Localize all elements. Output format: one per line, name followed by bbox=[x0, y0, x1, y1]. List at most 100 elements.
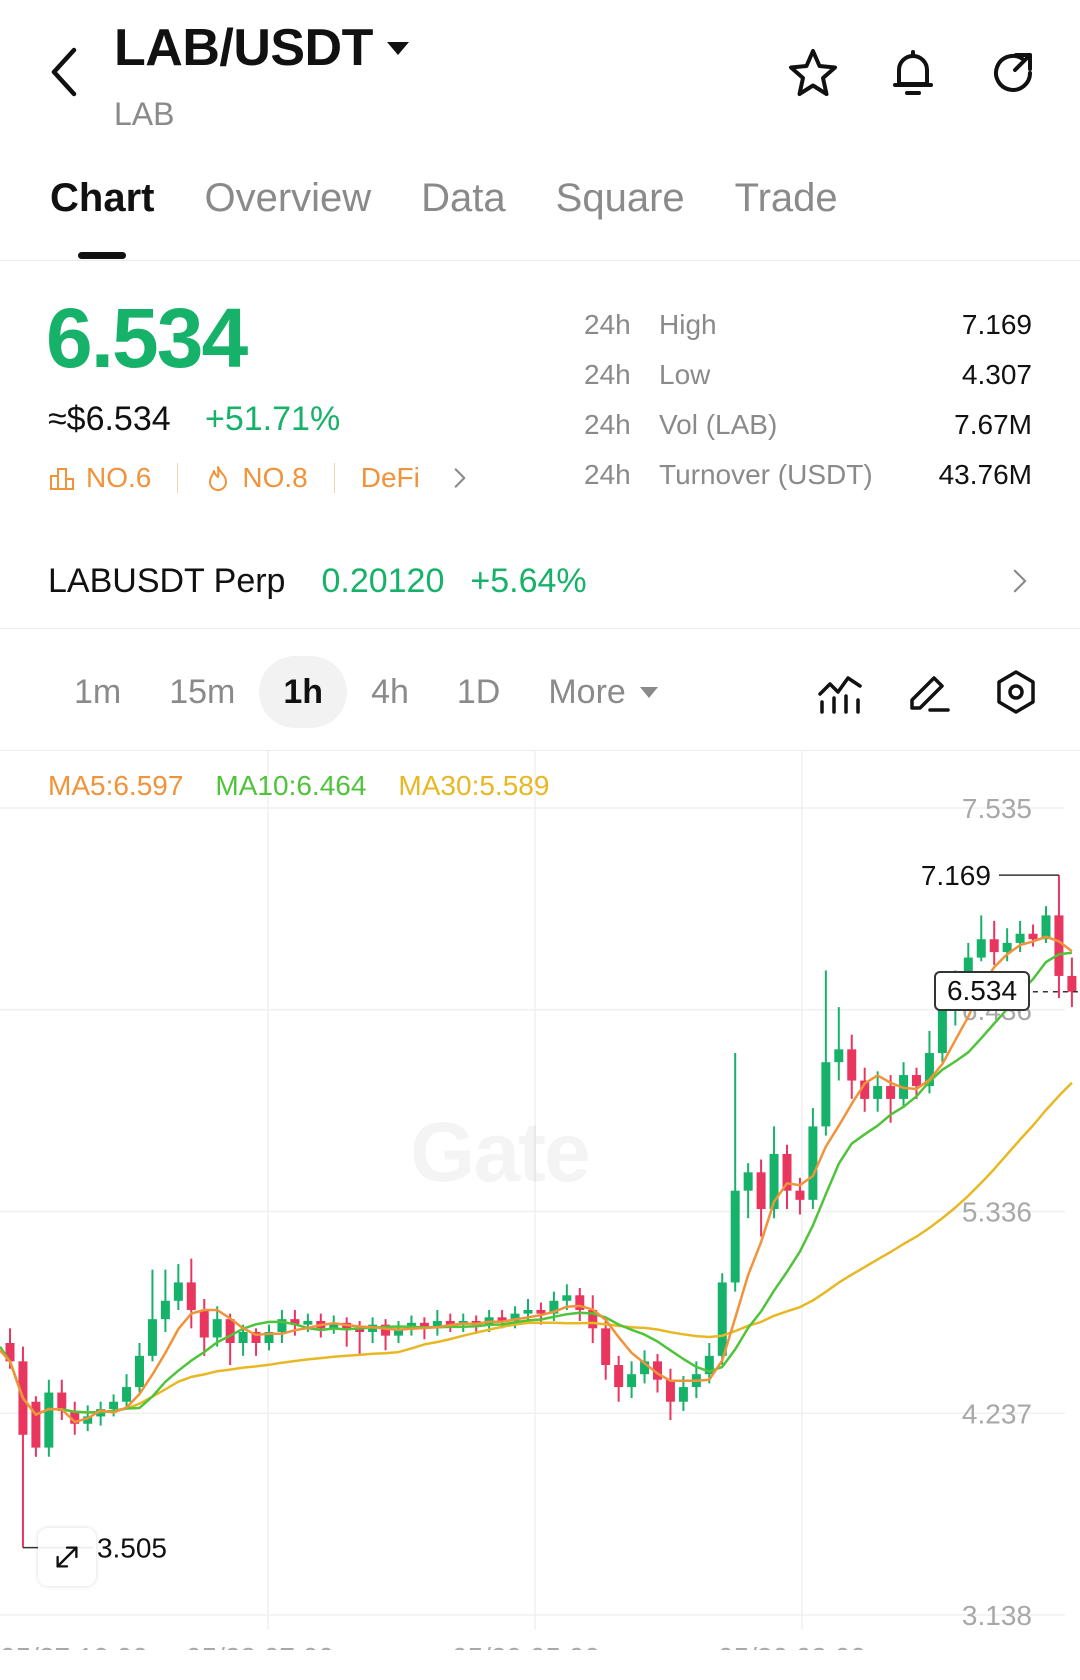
ma5-value: MA5:6.597 bbox=[48, 770, 184, 801]
candle-body bbox=[665, 1379, 675, 1402]
interval-bar: 1m 15m 1h 4h 1D More bbox=[50, 656, 682, 728]
candle-body bbox=[173, 1282, 183, 1301]
hot-tag[interactable]: NO.8 bbox=[204, 462, 308, 494]
candle-body bbox=[678, 1387, 688, 1402]
stat-key: High bbox=[659, 309, 717, 340]
expand-chart-button[interactable] bbox=[38, 1528, 96, 1586]
candle-body bbox=[186, 1282, 196, 1310]
candle-body bbox=[83, 1416, 93, 1424]
candle-body bbox=[355, 1328, 365, 1332]
tab-overview[interactable]: Overview bbox=[204, 176, 372, 220]
rank-tag[interactable]: NO.6 bbox=[48, 462, 151, 494]
perp-price: 0.20120 bbox=[321, 562, 445, 600]
interval-1m[interactable]: 1m bbox=[74, 673, 122, 711]
price-change-percent: +51.71% bbox=[205, 400, 341, 438]
candle-body bbox=[1028, 933, 1038, 940]
draw-pencil-icon[interactable] bbox=[904, 668, 952, 716]
y-axis-tick-label: 5.336 bbox=[962, 1197, 1032, 1228]
candle-body bbox=[419, 1322, 429, 1329]
interval-15m[interactable]: 15m bbox=[169, 673, 236, 711]
candle-body bbox=[264, 1331, 274, 1344]
tag-row: NO.6 NO.8 DeFi bbox=[48, 462, 472, 494]
low-marker-label: 3.505 bbox=[97, 1533, 167, 1564]
ma30-line bbox=[0, 1081, 1073, 1416]
stat-period: 24h bbox=[584, 359, 631, 390]
candle-body bbox=[976, 939, 986, 958]
ma-legend: MA5:6.597 MA10:6.464 MA30:5.589 bbox=[48, 770, 549, 802]
tab-chart[interactable]: Chart bbox=[50, 176, 155, 259]
candle-body bbox=[44, 1392, 54, 1448]
tab-square[interactable]: Square bbox=[555, 176, 685, 220]
candle-body bbox=[122, 1387, 132, 1402]
candle-body bbox=[1067, 975, 1077, 992]
candle-body bbox=[31, 1401, 41, 1448]
interval-1d[interactable]: 1D bbox=[456, 673, 501, 711]
chevron-right-icon bbox=[1013, 569, 1027, 593]
candle-body bbox=[963, 957, 973, 980]
tab-trade[interactable]: Trade bbox=[734, 176, 838, 220]
stat-key: Low bbox=[659, 359, 711, 390]
star-icon[interactable] bbox=[786, 46, 840, 100]
candle-body bbox=[212, 1319, 222, 1338]
candle-body bbox=[432, 1320, 442, 1329]
category-tag[interactable]: DeFi bbox=[361, 462, 472, 494]
more-label: More bbox=[548, 673, 626, 711]
high-marker-label: 7.169 bbox=[921, 860, 991, 891]
caret-down-icon bbox=[639, 686, 658, 698]
hot-tag-label: NO.8 bbox=[242, 462, 308, 493]
ma10-value: MA10:6.464 bbox=[215, 770, 367, 801]
candle-body bbox=[251, 1331, 261, 1344]
candle-body bbox=[238, 1331, 248, 1344]
candle-body bbox=[808, 1126, 818, 1200]
candle-body bbox=[406, 1322, 416, 1329]
pair-selector[interactable]: LAB/USDT bbox=[114, 18, 409, 78]
back-chevron-icon[interactable] bbox=[44, 42, 84, 102]
candle-body bbox=[937, 1007, 947, 1054]
candle-body bbox=[886, 1086, 896, 1099]
perp-row[interactable]: LABUSDT Perp 0.20120 +5.64% bbox=[48, 562, 1032, 601]
candle-body bbox=[588, 1309, 598, 1329]
candle-body bbox=[135, 1355, 144, 1388]
candle-body bbox=[445, 1320, 455, 1325]
x-axis-tick-label: 05/28 07:00 bbox=[186, 1642, 334, 1650]
rank-tag-label: NO.6 bbox=[86, 462, 152, 493]
header-actions bbox=[786, 46, 1040, 100]
bell-icon[interactable] bbox=[886, 46, 940, 100]
stat-key: Turnover (USDT) bbox=[659, 459, 873, 490]
candle-body bbox=[627, 1374, 637, 1388]
candle-body bbox=[989, 939, 999, 953]
candle-body bbox=[510, 1313, 520, 1321]
candle-body bbox=[640, 1361, 650, 1375]
ma5-line bbox=[0, 935, 1073, 1424]
candle-body bbox=[562, 1295, 572, 1301]
tab-bar: Chart Overview Data Square Trade bbox=[50, 176, 838, 259]
candle-body bbox=[924, 1053, 934, 1087]
tag-separator bbox=[333, 463, 335, 493]
tab-divider bbox=[0, 260, 1080, 261]
share-refresh-icon[interactable] bbox=[986, 46, 1040, 100]
tab-data[interactable]: Data bbox=[421, 176, 506, 220]
candle-body bbox=[147, 1319, 157, 1356]
candle-body bbox=[730, 1190, 740, 1283]
chart-tools bbox=[816, 668, 1040, 716]
interval-more-dropdown[interactable]: More bbox=[524, 656, 681, 728]
candle-body bbox=[549, 1300, 559, 1314]
stat-key: Vol (LAB) bbox=[659, 409, 778, 440]
candle-body bbox=[160, 1300, 170, 1320]
interval-4h[interactable]: 4h bbox=[371, 673, 409, 711]
settings-hex-icon[interactable] bbox=[992, 668, 1040, 716]
candle-body bbox=[847, 1049, 857, 1081]
candle-body bbox=[912, 1075, 921, 1087]
candle-body bbox=[109, 1401, 119, 1410]
interval-1h[interactable]: 1h bbox=[259, 656, 348, 728]
candle-body bbox=[290, 1319, 300, 1325]
candle-body bbox=[860, 1080, 870, 1099]
indicator-icon[interactable] bbox=[816, 668, 864, 716]
candle-body bbox=[497, 1317, 507, 1321]
base-asset-label: LAB bbox=[114, 96, 175, 132]
candle-body bbox=[769, 1153, 779, 1210]
chevron-right-icon bbox=[454, 468, 466, 488]
candle-body bbox=[743, 1172, 753, 1191]
stat-row-turnover: 24h Turnover (USDT) 43.76M bbox=[584, 450, 1032, 500]
perp-divider bbox=[0, 628, 1080, 629]
